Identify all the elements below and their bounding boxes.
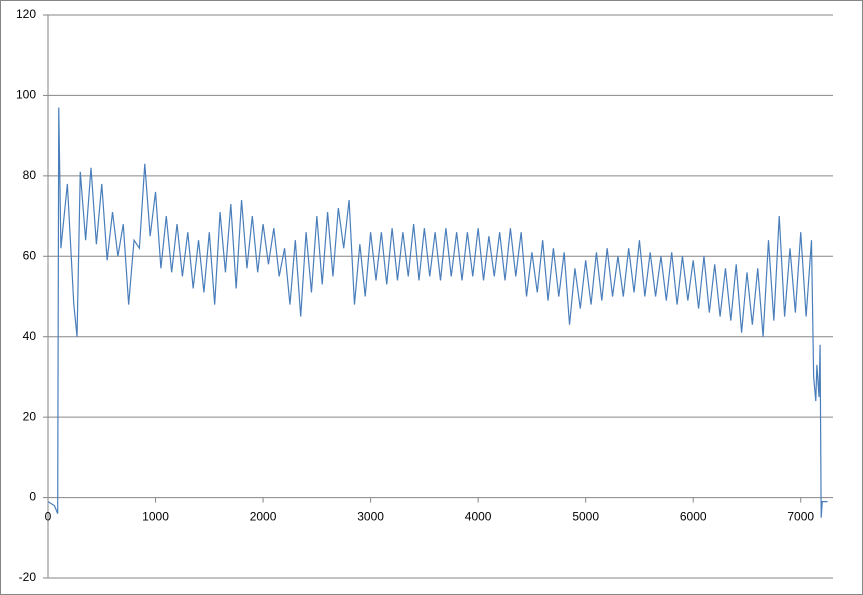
y-tick-label: 120 (16, 7, 36, 21)
x-tick-label: 0 (45, 510, 52, 524)
x-tick-label: 1000 (142, 510, 169, 524)
y-tick-label: 60 (23, 248, 37, 262)
x-tick-label: 7000 (787, 510, 814, 524)
x-tick-label: 3000 (357, 510, 384, 524)
x-tick-label: 4000 (465, 510, 492, 524)
y-tick-label: 100 (16, 88, 36, 102)
x-tick-label: 6000 (680, 510, 707, 524)
y-tick-label: 0 (29, 490, 36, 504)
x-tick-label: 5000 (572, 510, 599, 524)
data-line (47, 107, 828, 518)
y-tick-label: 40 (23, 329, 37, 343)
y-tick-label: -20 (19, 570, 37, 584)
y-tick-label: 80 (23, 168, 37, 182)
y-tick-label: 20 (23, 409, 37, 423)
x-tick-label: 2000 (250, 510, 277, 524)
